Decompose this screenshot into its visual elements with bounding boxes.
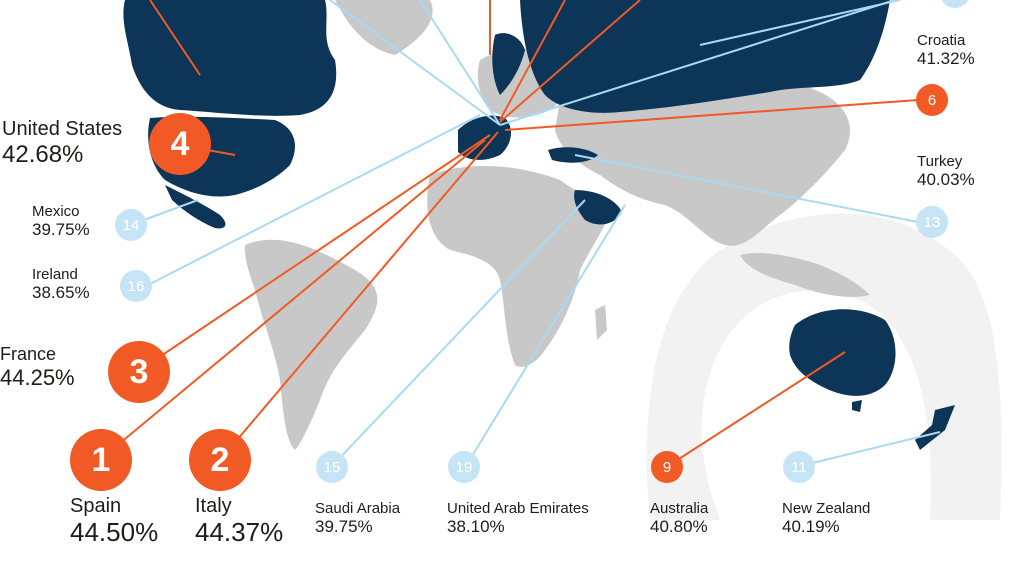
label-uae: United Arab Emirates 38.10% — [447, 500, 589, 537]
country-value: 38.10% — [447, 517, 505, 537]
label-australia: Australia 40.80% — [650, 500, 708, 537]
leader-line-spain — [101, 139, 486, 459]
tasmania-shape — [852, 400, 862, 412]
rank-badge-partial — [940, 0, 970, 8]
canada-shape — [123, 0, 337, 116]
label-saudi-arabia: Saudi Arabia 39.75% — [315, 500, 400, 537]
country-name: Croatia — [917, 32, 966, 49]
country-value: 44.25% — [0, 364, 75, 390]
leader-line-france — [139, 134, 491, 371]
country-name: New Zealand — [782, 500, 871, 517]
rank-badge-italy: 2 — [189, 429, 251, 491]
country-value: 38.65% — [32, 283, 90, 303]
country-name: Australia — [650, 500, 709, 517]
rank-badge-turkey: 13 — [916, 206, 948, 238]
country-value: 39.75% — [315, 517, 373, 537]
rank-badge-saudi-arabia: 15 — [316, 451, 348, 483]
label-mexico: Mexico 39.75% — [32, 203, 90, 240]
country-name: Ireland — [32, 266, 78, 283]
leader-line-turkey — [574, 154, 919, 223]
madagascar-shape — [595, 305, 607, 340]
greenland-shape — [335, 0, 433, 55]
leader-line-top-d — [499, 0, 896, 126]
leader-line-australia — [667, 351, 846, 467]
leader-line-top-b — [329, 0, 501, 126]
label-united-states: United States 42.68% — [2, 118, 122, 169]
country-name: United States — [2, 118, 123, 140]
country-name: Spain — [70, 495, 122, 517]
label-italy: Italy 44.37% — [195, 495, 283, 548]
south-america-shape — [244, 239, 378, 450]
country-value: 42.68% — [2, 141, 84, 168]
leader-line-croatia — [504, 98, 933, 131]
country-name: United Arab Emirates — [447, 500, 589, 517]
label-croatia: Croatia 41.32% — [917, 32, 975, 69]
label-france: France 44.25% — [0, 344, 75, 390]
country-name: Saudi Arabia — [315, 500, 401, 517]
rank-badge-uae: 19 — [448, 451, 480, 483]
rank-badge-croatia: 6 — [916, 84, 948, 116]
leader-line-canada — [149, 0, 201, 76]
southeast-asia-shape — [740, 253, 870, 297]
rank-badge-ireland: 16 — [120, 270, 152, 302]
leader-line-saudi-arabia — [331, 199, 586, 467]
russia-shape — [520, 0, 890, 113]
mexico-shape — [165, 185, 226, 229]
label-spain: Spain 44.50% — [70, 495, 158, 548]
rank-badge-australia: 9 — [651, 451, 683, 483]
leader-line-top-f — [499, 0, 566, 121]
leader-line-new-zealand — [799, 431, 941, 467]
country-value: 40.19% — [782, 517, 840, 537]
country-value: 40.80% — [650, 517, 708, 537]
country-value: 41.32% — [917, 49, 975, 69]
label-turkey: Turkey 40.03% — [917, 153, 975, 190]
country-name: Italy — [195, 495, 232, 517]
leader-line-top-g — [499, 0, 641, 123]
country-name: Mexico — [32, 203, 80, 220]
new-zealand-shape — [915, 405, 955, 450]
africa-shape — [427, 165, 610, 367]
country-value: 40.03% — [917, 170, 975, 190]
rank-badge-spain: 1 — [70, 429, 132, 491]
leader-line-ireland — [147, 114, 481, 286]
country-name: Turkey — [917, 153, 963, 170]
rank-badge-new-zealand: 11 — [783, 451, 815, 483]
leader-line-top-a — [699, 0, 901, 46]
scandinavia-shape — [492, 33, 525, 95]
watermark-logo — [646, 213, 1002, 520]
turkey-shape — [548, 147, 598, 163]
leader-line-uae — [465, 204, 626, 467]
rank-badge-mexico: 14 — [115, 209, 147, 241]
leader-line-italy — [219, 131, 499, 461]
country-value: 44.37% — [195, 517, 284, 547]
country-name: France — [0, 344, 57, 364]
country-value: 39.75% — [32, 220, 90, 240]
saudi-arabia-shape — [574, 190, 622, 225]
rank-badge-france: 3 — [108, 341, 170, 403]
country-value: 44.50% — [70, 517, 159, 547]
leader-line-top-c — [419, 0, 501, 126]
rank-badge-united-states: 4 — [149, 113, 211, 175]
label-new-zealand: New Zealand 40.19% — [782, 500, 870, 537]
label-ireland: Ireland 38.65% — [32, 266, 90, 303]
